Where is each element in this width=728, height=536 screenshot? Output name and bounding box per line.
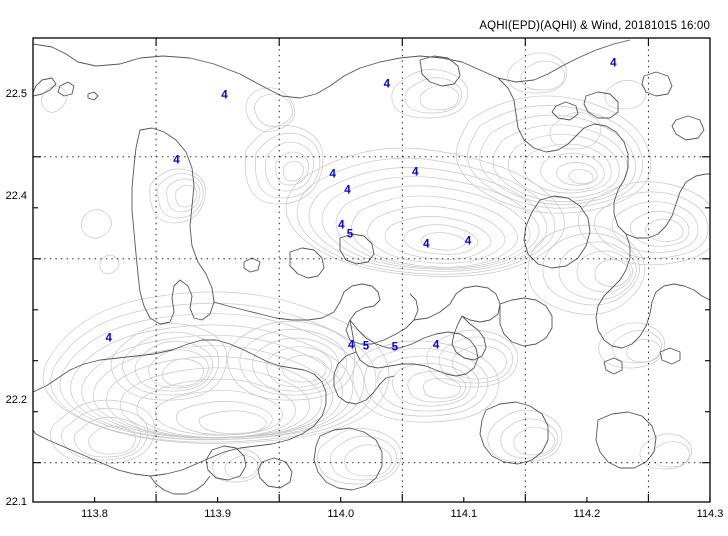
x-tick-label: 114.3 bbox=[696, 508, 724, 520]
y-tick-label: 22.4 bbox=[5, 190, 27, 203]
aqhi-station-value: 4 bbox=[610, 57, 617, 70]
aqhi-station-value: 4 bbox=[221, 88, 228, 101]
coastline-layer bbox=[33, 39, 710, 495]
aqhi-station-value: 5 bbox=[362, 340, 370, 353]
aqhi-station-value: 4 bbox=[423, 238, 430, 251]
aqhi-station-value: 4 bbox=[105, 332, 112, 345]
aqhi-station-value: 4 bbox=[329, 167, 336, 180]
aqhi-station-value: 4 bbox=[338, 219, 345, 232]
aqhi-station-value: 4 bbox=[173, 154, 180, 167]
plot-background bbox=[33, 38, 710, 502]
aqhi-station-value: 4 bbox=[347, 339, 355, 352]
aqhi-station-value: 4 bbox=[464, 235, 472, 248]
x-tick-label: 113.9 bbox=[204, 508, 231, 520]
y-tick-label: 22.1 bbox=[5, 496, 27, 508]
aqhi-station-value: 4 bbox=[432, 339, 440, 352]
chart-title: AQHI(EPD)(AQHI) & Wind, 20181015 16:00 bbox=[479, 20, 710, 32]
x-tick-label: 114.0 bbox=[327, 508, 355, 520]
x-tick-label: 113.8 bbox=[81, 508, 108, 520]
y-tick-label: 22.2 bbox=[5, 394, 27, 407]
aqhi-station-value: 5 bbox=[346, 228, 354, 241]
x-tick-label: 114.2 bbox=[573, 508, 601, 520]
plot-frame bbox=[32, 37, 711, 503]
aqhi-station-value: 4 bbox=[383, 78, 391, 91]
aqhi-station-value: 4 bbox=[344, 184, 351, 197]
aqhi-station-value: 5 bbox=[391, 341, 399, 354]
y-tick-label: 22.5 bbox=[5, 88, 27, 101]
gridlines-layer bbox=[33, 38, 710, 502]
aqhi-station-value: 4 bbox=[411, 165, 419, 178]
x-tick-label: 114.1 bbox=[450, 508, 478, 520]
terrain-contours-layer bbox=[41, 52, 710, 485]
